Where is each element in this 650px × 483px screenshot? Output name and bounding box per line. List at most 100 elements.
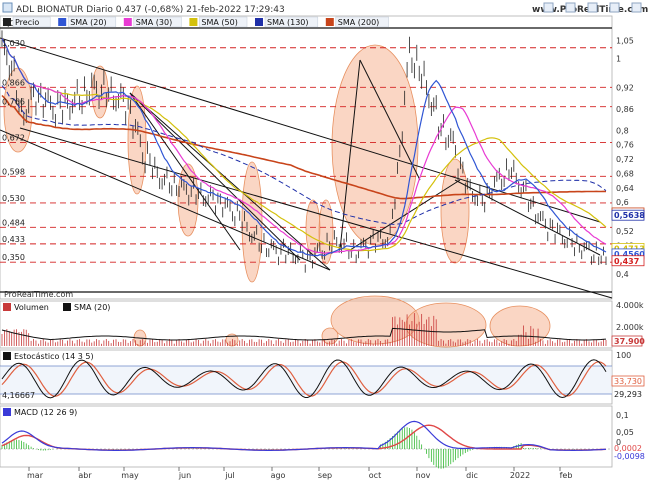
price-axis-label: 1,05 (616, 37, 634, 46)
x-axis-label: may (121, 471, 139, 480)
price-axis-label: 0,8 (616, 126, 629, 135)
x-axis-label: nov (416, 471, 431, 480)
volume-badge: 37.900 (614, 337, 645, 346)
stochastic-k-line (1, 359, 607, 399)
legend-label: SMA (130) (267, 18, 309, 27)
macd-lines (0, 420, 612, 469)
stochastic-lines (0, 359, 612, 399)
price-axis-label: 0,68 (616, 169, 634, 178)
price-badge: 0,5638 (614, 211, 645, 220)
trend-line (129, 92, 301, 261)
price-axis-label: 0,4 (616, 270, 629, 279)
stochastic-axis-label: 100 (616, 351, 631, 360)
volume-sma-line (1, 327, 607, 341)
legend-swatch (189, 18, 198, 26)
legend-swatch (123, 18, 132, 26)
stochastic-legend-swatch (3, 352, 11, 360)
volume-badge-box (611, 335, 643, 347)
volume-legend-swatch (63, 303, 71, 311)
volume-highlight (330, 295, 420, 345)
stoch-badge-box (611, 375, 645, 387)
trend-line (349, 179, 461, 251)
price-axis-label: 0,92 (616, 83, 634, 92)
ref-line-label: 0,433 (2, 235, 25, 244)
macd-badge-1: 0,0002 (614, 444, 642, 453)
sma200-line (1, 94, 607, 200)
legend-swatch (3, 18, 11, 26)
price-panel (0, 15, 613, 300)
ref-line-label: 0,766 (2, 98, 25, 107)
trend-line (19, 127, 613, 299)
legend-box (199, 16, 248, 28)
volume-axis-label: 4.000k (616, 301, 644, 310)
price-axis-label: 0,52 (616, 227, 634, 236)
x-axis-label: mar (27, 471, 44, 480)
legend-swatch (255, 18, 263, 26)
legend-label: SMA (50) (201, 18, 237, 27)
legend-box (335, 16, 389, 28)
legend-swatch (325, 18, 334, 26)
legend-box (133, 16, 182, 28)
legend-label: SMA (30) (136, 18, 172, 27)
legend-label: SMA (20) (70, 18, 106, 27)
ref-line-label: 1,030 (2, 39, 25, 48)
window-icon[interactable] (2, 2, 13, 13)
sma50-line (1, 38, 607, 252)
macd-panel (0, 405, 613, 468)
volume-legend-label: SMA (20) (74, 303, 110, 312)
price-badge-box (611, 209, 645, 221)
highlight-ellipse (177, 163, 199, 237)
ref-line-label: 0,672 (2, 134, 25, 143)
stochastic-band (0, 366, 612, 394)
sma20-line (1, 38, 607, 257)
x-axis-label: ago (271, 471, 286, 480)
stochastic-badge-k: 33,730 (614, 377, 642, 386)
legend-swatch (58, 18, 67, 26)
trend-line (129, 92, 331, 271)
highlight-ellipse (127, 85, 147, 195)
volume-highlight (489, 305, 551, 347)
price-badge: 0,437 (614, 257, 639, 266)
x-axis-label: abr (78, 471, 92, 480)
stochastic-badge-d: 29,293 (614, 390, 642, 399)
ref-line-label: 0,484 (2, 218, 25, 227)
chart-title: ADL BIONATUR Diario 0,437 (-0,68%) 21-fe… (16, 5, 285, 15)
sma30-line (1, 38, 607, 255)
x-axis-label: dic (466, 471, 478, 480)
legend-label: Precio (15, 18, 39, 27)
price-axis-label: 1 (616, 55, 621, 64)
macd-axis-label: 0,05 (616, 428, 634, 437)
trend-line (0, 129, 331, 271)
ref-line-label: 0,598 (2, 167, 25, 176)
price-badge: 0,4560 (614, 250, 645, 259)
x-axis-label: jul (224, 471, 235, 480)
price-axis-label: 0,64 (616, 184, 634, 193)
axis-labels: 1,0510,920,860,80,760,720,680,640,60,560… (2, 19, 645, 480)
legend-box (67, 16, 117, 28)
trend-line (454, 179, 601, 256)
x-axis-label: 2022 (510, 471, 530, 480)
trend-line (339, 59, 361, 251)
ref-line-label: 0,350 (2, 253, 25, 262)
highlight-ellipse (331, 44, 419, 246)
highlight-ellipse (91, 65, 109, 119)
volume-axis-label: 2.000k (616, 323, 644, 332)
legend-label: SMA (200) (338, 18, 380, 27)
highlight-ellipse (305, 199, 321, 257)
legend-box (264, 16, 319, 28)
stochastic-d-line (1, 361, 607, 397)
macd-legend-swatch (3, 408, 11, 416)
price-bars (1, 30, 607, 273)
price-axis-label: 0,6 (616, 198, 629, 207)
highlight-ellipse (241, 161, 263, 283)
ref-line-label: 0,530 (2, 194, 25, 203)
price-axis-label: 0,72 (616, 155, 634, 164)
highlight-ellipse (440, 158, 470, 264)
trend-lines (0, 37, 613, 299)
macd-axis-label: 0,1 (616, 411, 629, 420)
macd-legend-label: MACD (12 26 9) (14, 408, 77, 417)
price-axis-label: 0,76 (616, 141, 634, 150)
window-control-icons[interactable] (543, 2, 642, 13)
trend-line (129, 92, 241, 251)
